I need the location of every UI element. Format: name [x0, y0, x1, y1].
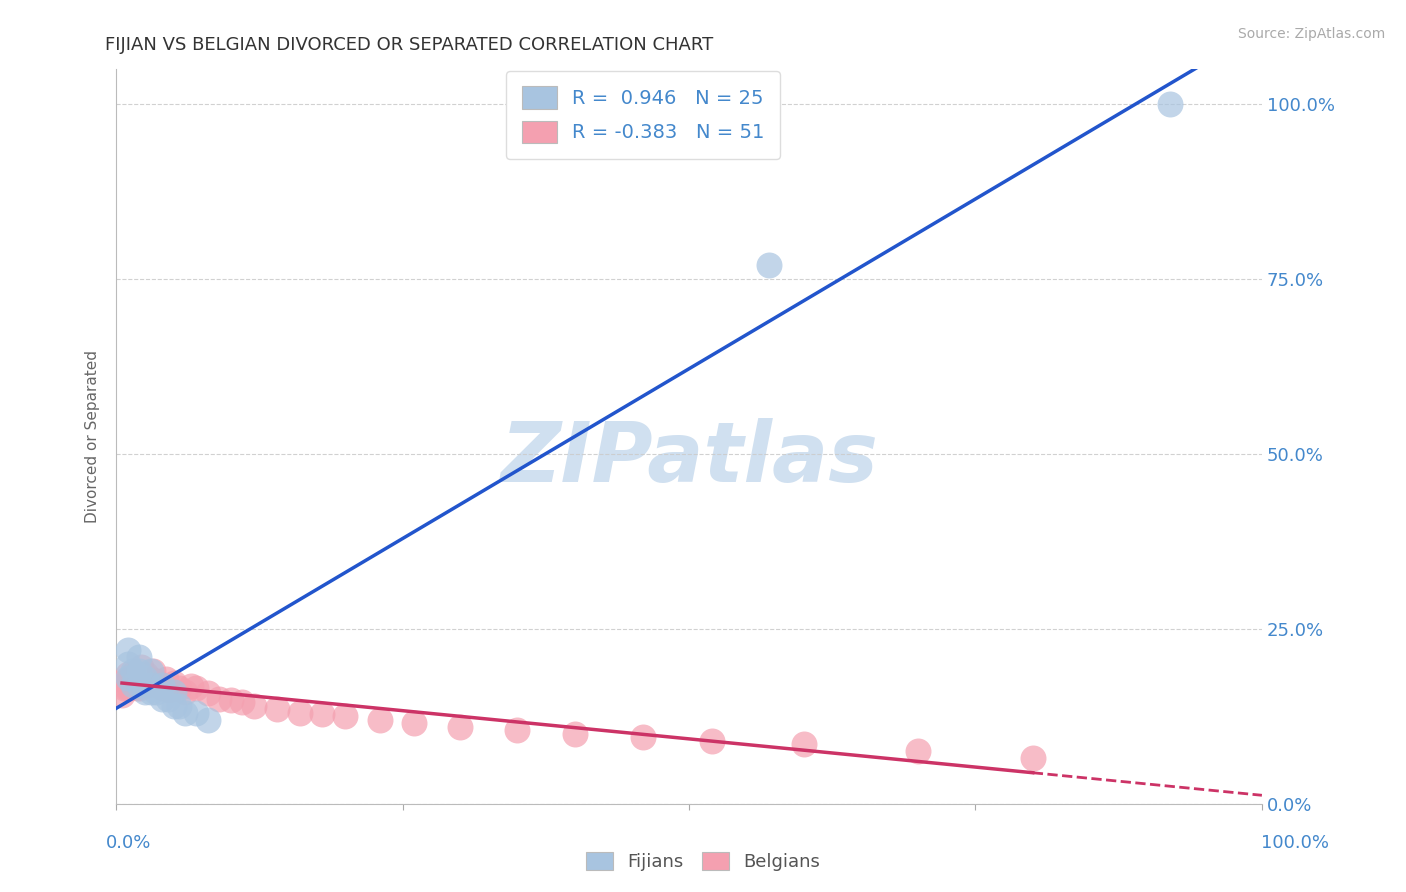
Point	[128, 649, 150, 664]
Point	[150, 691, 173, 706]
Point	[122, 664, 145, 678]
Point	[117, 671, 139, 685]
Point	[139, 664, 162, 678]
Point	[758, 258, 780, 272]
Point	[208, 691, 231, 706]
Point	[112, 681, 135, 695]
Point	[125, 674, 148, 689]
Point	[169, 681, 191, 695]
Point	[288, 706, 311, 720]
Point	[117, 674, 139, 689]
Point	[506, 723, 529, 737]
Point	[111, 688, 134, 702]
Point	[231, 695, 253, 709]
Point	[162, 676, 184, 690]
Text: 0.0%: 0.0%	[105, 834, 150, 852]
Point	[118, 681, 141, 695]
Text: FIJIAN VS BELGIAN DIVORCED OR SEPARATED CORRELATION CHART: FIJIAN VS BELGIAN DIVORCED OR SEPARATED …	[105, 36, 714, 54]
Point	[1159, 96, 1181, 111]
Point	[122, 677, 145, 691]
Point	[142, 664, 165, 678]
Point	[145, 674, 167, 689]
Point	[150, 681, 173, 695]
Point	[174, 684, 197, 698]
Point	[122, 667, 145, 681]
Point	[197, 713, 219, 727]
Point	[134, 671, 156, 685]
Point	[134, 684, 156, 698]
Point	[150, 677, 173, 691]
Point	[149, 679, 172, 693]
Point	[135, 667, 157, 681]
Point	[242, 698, 264, 713]
Point	[564, 726, 586, 740]
Point	[117, 657, 139, 671]
Point	[138, 677, 160, 691]
Text: ZIPatlas: ZIPatlas	[501, 417, 877, 499]
Point	[907, 744, 929, 758]
Point	[266, 702, 288, 716]
Point	[156, 691, 179, 706]
Point	[700, 733, 723, 747]
Point	[128, 664, 150, 678]
Y-axis label: Divorced or Separated: Divorced or Separated	[86, 350, 100, 523]
Point	[162, 684, 184, 698]
Point	[368, 713, 391, 727]
Point	[131, 660, 153, 674]
Text: Source: ZipAtlas.com: Source: ZipAtlas.com	[1237, 27, 1385, 41]
Point	[139, 684, 162, 698]
Point	[117, 642, 139, 657]
Point	[145, 684, 167, 698]
Point	[404, 716, 426, 731]
Legend: Fijians, Belgians: Fijians, Belgians	[579, 845, 827, 879]
Text: 100.0%: 100.0%	[1261, 834, 1329, 852]
Legend: R =  0.946   N = 25, R = -0.383   N = 51: R = 0.946 N = 25, R = -0.383 N = 51	[506, 70, 780, 159]
Point	[139, 677, 162, 691]
Point	[129, 681, 152, 695]
Point	[120, 671, 142, 685]
Point	[180, 679, 202, 693]
Point	[128, 677, 150, 691]
Point	[335, 709, 357, 723]
Point	[219, 693, 242, 707]
Point	[197, 686, 219, 700]
Point	[311, 706, 333, 721]
Point	[127, 671, 149, 685]
Point	[121, 674, 143, 689]
Point	[128, 677, 150, 691]
Point	[793, 737, 815, 751]
Point	[1022, 751, 1045, 765]
Point	[155, 672, 177, 686]
Point	[125, 681, 148, 695]
Point	[132, 671, 155, 685]
Point	[115, 681, 138, 695]
Point	[186, 706, 208, 720]
Point	[449, 720, 471, 734]
Point	[117, 667, 139, 681]
Point	[169, 698, 191, 713]
Point	[162, 698, 184, 713]
Point	[633, 730, 655, 744]
Point	[157, 683, 180, 698]
Point	[139, 672, 162, 686]
Point	[124, 677, 146, 691]
Point	[174, 706, 197, 720]
Point	[114, 674, 136, 689]
Point	[186, 681, 208, 695]
